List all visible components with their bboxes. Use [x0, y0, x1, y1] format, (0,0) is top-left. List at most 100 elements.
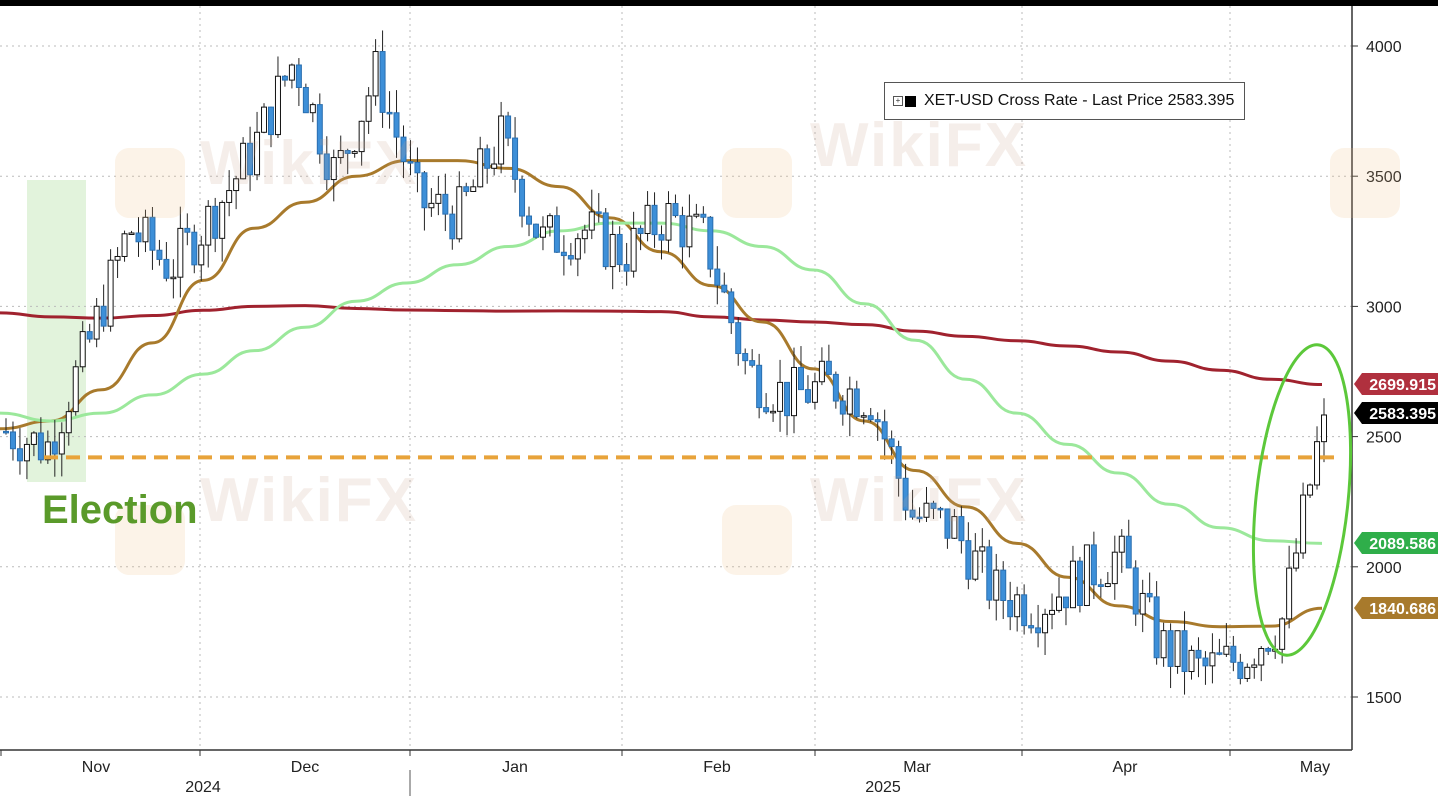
top-border — [0, 0, 1438, 6]
candle-body — [616, 233, 623, 266]
price-tag-bg — [1354, 597, 1438, 619]
candle-body — [219, 201, 226, 239]
candle-body — [972, 550, 979, 580]
candle-body — [351, 151, 358, 154]
candle-body — [254, 131, 261, 176]
candle-body — [449, 213, 456, 240]
y-tick-label: 2000 — [1366, 560, 1402, 577]
candle-body — [770, 410, 777, 414]
candle-body — [463, 186, 470, 192]
candle-body — [986, 546, 993, 601]
candle-body — [902, 477, 909, 511]
candle-body — [609, 233, 616, 268]
moving-average-line — [0, 221, 1323, 545]
legend-text: XET-USD Cross Rate - Last Price 2583.395 — [924, 92, 1235, 109]
candle-body — [205, 205, 212, 246]
candle-body — [749, 360, 756, 366]
candle-body — [512, 137, 519, 180]
candle-body — [428, 202, 435, 209]
candle-body — [240, 142, 247, 180]
candle-body — [1230, 645, 1237, 663]
candle-body — [177, 227, 184, 278]
candle-body — [1007, 600, 1014, 618]
candle-body — [58, 432, 65, 455]
candle-body — [156, 249, 163, 260]
candle-body — [442, 193, 449, 215]
candle-body — [498, 115, 505, 165]
candle-body — [1258, 648, 1265, 666]
candle-body — [804, 389, 811, 403]
price-tag-bg — [1354, 402, 1438, 424]
candle-body — [1042, 613, 1049, 634]
candle-body — [630, 227, 637, 272]
candle-body — [1279, 618, 1286, 650]
candle-body — [365, 95, 372, 122]
candle-body — [79, 331, 86, 368]
candle-body — [379, 51, 386, 113]
candle-body — [777, 381, 784, 412]
candle-body — [546, 215, 553, 228]
candle-body — [993, 569, 1000, 601]
candle-body — [791, 366, 798, 417]
candle-body — [44, 441, 51, 461]
candle-body — [1146, 592, 1153, 598]
candle-body — [470, 186, 477, 192]
candle-body — [965, 540, 972, 580]
candle-body — [1000, 569, 1007, 602]
candle-body — [316, 104, 323, 155]
candle-body — [707, 216, 714, 270]
price-tag: 1840.686 — [1354, 597, 1438, 619]
candle-body — [944, 508, 951, 539]
candle-body — [184, 227, 191, 233]
candle-body — [212, 205, 219, 239]
candle-body — [881, 421, 888, 440]
candle-body — [309, 104, 316, 114]
price-tag-bg — [1354, 532, 1438, 554]
candle-body — [1265, 648, 1272, 652]
candle-body — [1202, 657, 1209, 667]
candle-body — [261, 106, 268, 133]
candle-body — [930, 502, 937, 509]
price-tag: 2089.586 — [1354, 532, 1438, 554]
candle-body — [72, 366, 79, 413]
price-tag-label: 2089.586 — [1369, 536, 1436, 553]
candle-body — [1125, 535, 1132, 569]
legend-expand-icon[interactable]: + — [893, 96, 903, 106]
candle-body — [665, 203, 672, 241]
candle-body — [1286, 567, 1293, 620]
candle-body — [1118, 535, 1125, 553]
candle-body — [107, 259, 114, 327]
price-tag-layer: 2699.915 2583.395 2089.586 1840.686 — [1354, 373, 1438, 619]
candle-body — [588, 211, 595, 231]
candle-body — [477, 148, 484, 188]
candle-body — [491, 163, 498, 169]
candle-body — [637, 227, 644, 235]
candle-body — [23, 443, 30, 462]
candle-body — [163, 258, 170, 279]
candle-body — [37, 432, 44, 461]
candle-body — [1314, 441, 1321, 486]
candle-body — [1111, 551, 1118, 585]
candle-body — [16, 448, 23, 462]
highlight-ellipse — [1251, 343, 1353, 657]
candle-body — [1321, 414, 1327, 443]
candle-body — [700, 213, 707, 218]
candle-body — [295, 64, 302, 88]
candle-body — [742, 353, 749, 362]
candle-body — [3, 430, 9, 434]
candle-body — [853, 388, 860, 418]
candle-body — [797, 366, 804, 391]
x-tick-label: Nov — [82, 759, 110, 776]
candle-body — [1049, 609, 1056, 615]
candle-body — [1160, 630, 1167, 659]
candle-body — [358, 120, 365, 153]
candle-body — [860, 415, 867, 418]
y-tick-label: 1500 — [1366, 690, 1402, 707]
candle-body — [728, 291, 735, 324]
candle-body — [818, 360, 825, 383]
candle-body — [414, 161, 421, 174]
candle-body — [344, 150, 351, 154]
candle-body — [811, 381, 818, 403]
candle-body — [937, 507, 944, 511]
